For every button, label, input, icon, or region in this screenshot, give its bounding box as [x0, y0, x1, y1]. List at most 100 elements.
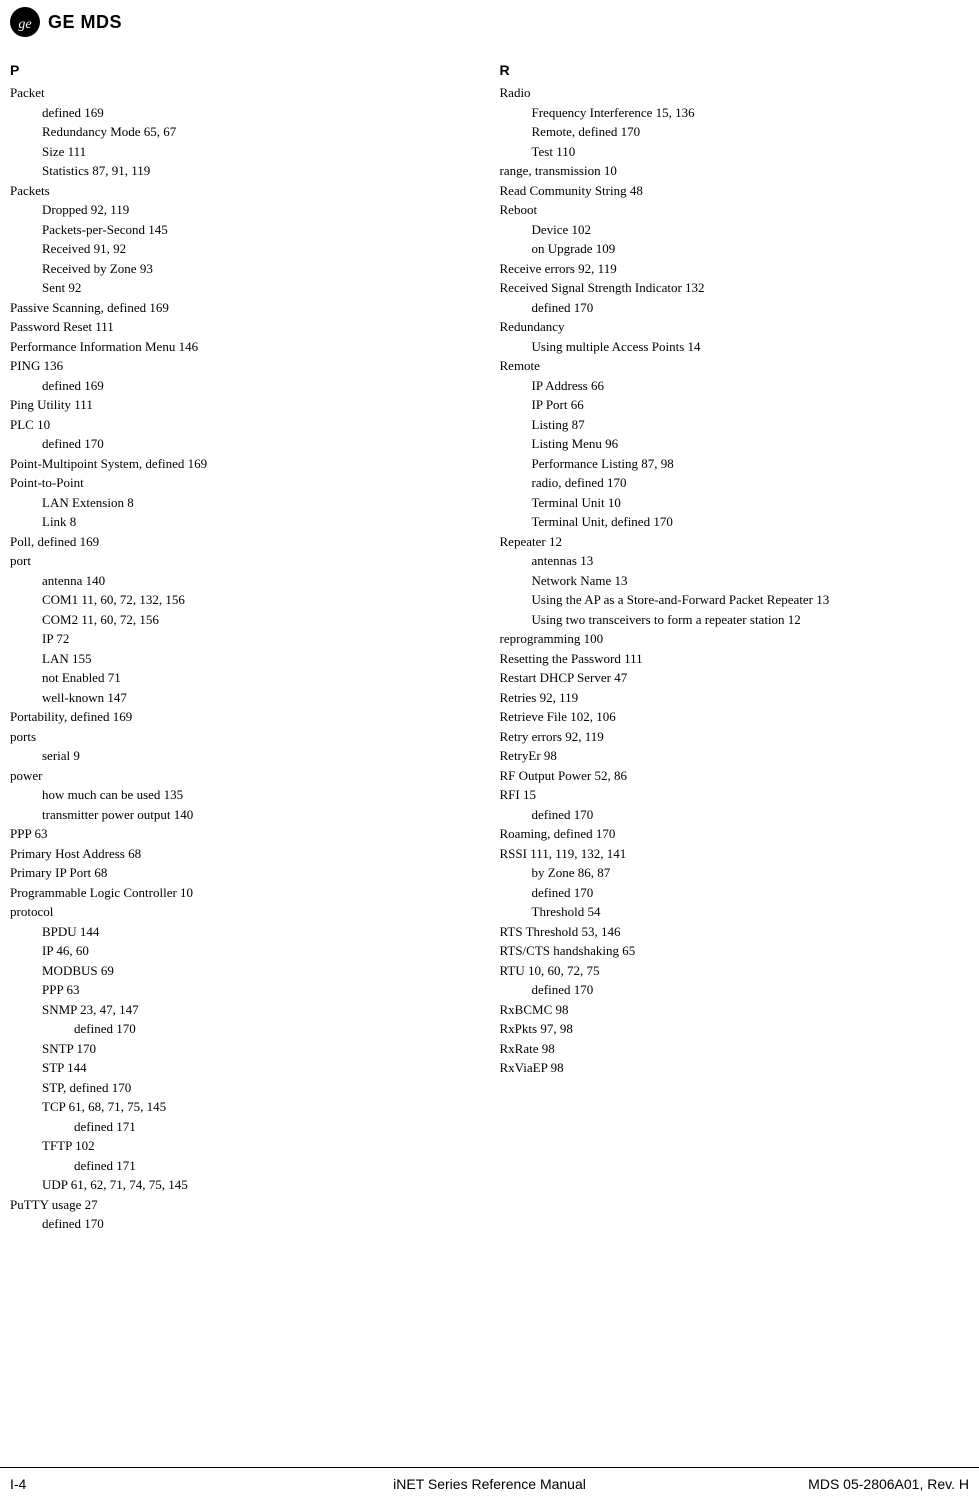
index-entry: COM2 11, 60, 72, 156 [10, 610, 480, 630]
index-entry: Password Reset 111 [10, 317, 480, 337]
index-entry: Device 102 [500, 220, 970, 240]
index-entry: Received 91, 92 [10, 239, 480, 259]
index-entry: Programmable Logic Controller 10 [10, 883, 480, 903]
index-entry: LAN 155 [10, 649, 480, 669]
index-entry: reprogramming 100 [500, 629, 970, 649]
section-letter-r: R [500, 60, 970, 81]
index-entry: PLC 10 [10, 415, 480, 435]
index-entry: PuTTY usage 27 [10, 1195, 480, 1215]
index-entry: on Upgrade 109 [500, 239, 970, 259]
index-entry: protocol [10, 902, 480, 922]
ge-logo-icon: ge [10, 7, 40, 37]
index-entry: Poll, defined 169 [10, 532, 480, 552]
index-entry: Terminal Unit, defined 170 [500, 512, 970, 532]
index-entry: RetryEr 98 [500, 746, 970, 766]
index-entry: RF Output Power 52, 86 [500, 766, 970, 786]
index-entry: LAN Extension 8 [10, 493, 480, 513]
index-entry: Receive errors 92, 119 [500, 259, 970, 279]
index-column-left: P Packetdefined 169Redundancy Mode 65, 6… [10, 60, 500, 1234]
index-entry: SNTP 170 [10, 1039, 480, 1059]
index-entry: Size 111 [10, 142, 480, 162]
index-entry: Portability, defined 169 [10, 707, 480, 727]
index-entry: RxViaEP 98 [500, 1058, 970, 1078]
index-entry: Remote [500, 356, 970, 376]
page-footer: I-4 iNET Series Reference Manual MDS 05-… [0, 1467, 979, 1495]
index-entry: Ping Utility 111 [10, 395, 480, 415]
index-entry: how much can be used 135 [10, 785, 480, 805]
index-entry: RFI 15 [500, 785, 970, 805]
index-entry: Using two transceivers to form a repeate… [500, 610, 970, 630]
index-entry: RxRate 98 [500, 1039, 970, 1059]
index-entry: Network Name 13 [500, 571, 970, 591]
index-entry: Dropped 92, 119 [10, 200, 480, 220]
index-entry: IP 46, 60 [10, 941, 480, 961]
index-entry: Statistics 87, 91, 119 [10, 161, 480, 181]
index-entry: Performance Listing 87, 98 [500, 454, 970, 474]
index-entry: Repeater 12 [500, 532, 970, 552]
svg-text:ge: ge [18, 17, 31, 32]
index-entry: STP 144 [10, 1058, 480, 1078]
index-entry: not Enabled 71 [10, 668, 480, 688]
index-entry: Point-Multipoint System, defined 169 [10, 454, 480, 474]
index-entry: antennas 13 [500, 551, 970, 571]
index-entry: RSSI 111, 119, 132, 141 [500, 844, 970, 864]
index-entry: defined 169 [10, 103, 480, 123]
index-entry: by Zone 86, 87 [500, 863, 970, 883]
index-entry: radio, defined 170 [500, 473, 970, 493]
index-entry: PING 136 [10, 356, 480, 376]
index-entry: defined 170 [500, 980, 970, 1000]
index-entry: defined 171 [10, 1156, 480, 1176]
index-entry: RTS/CTS handshaking 65 [500, 941, 970, 961]
index-entry: Performance Information Menu 146 [10, 337, 480, 357]
index-entry: ports [10, 727, 480, 747]
index-entry: RTU 10, 60, 72, 75 [500, 961, 970, 981]
index-entry: BPDU 144 [10, 922, 480, 942]
index-entry: STP, defined 170 [10, 1078, 480, 1098]
index-entry: Packets-per-Second 145 [10, 220, 480, 240]
index-entry: Redundancy [500, 317, 970, 337]
index-entry: PPP 63 [10, 980, 480, 1000]
footer-page-number: I-4 [10, 1474, 26, 1495]
index-entry: defined 170 [10, 1214, 480, 1234]
index-entry: defined 170 [10, 1019, 480, 1039]
index-entries-left: Packetdefined 169Redundancy Mode 65, 67S… [10, 83, 480, 1234]
index-entry: Read Community String 48 [500, 181, 970, 201]
index-entry: Listing Menu 96 [500, 434, 970, 454]
page-header: ge GE MDS [0, 0, 979, 40]
index-entry: Packets [10, 181, 480, 201]
index-entry: Using multiple Access Points 14 [500, 337, 970, 357]
index-entry: RTS Threshold 53, 146 [500, 922, 970, 942]
index-entry: RxBCMC 98 [500, 1000, 970, 1020]
index-entry: TCP 61, 68, 71, 75, 145 [10, 1097, 480, 1117]
index-entry: Test 110 [500, 142, 970, 162]
index-entry: well-known 147 [10, 688, 480, 708]
section-letter-p: P [10, 60, 480, 81]
index-entry: defined 170 [500, 883, 970, 903]
index-entry: RxPkts 97, 98 [500, 1019, 970, 1039]
index-entry: serial 9 [10, 746, 480, 766]
index-entry: Frequency Interference 15, 136 [500, 103, 970, 123]
index-entry: MODBUS 69 [10, 961, 480, 981]
index-entry: Retries 92, 119 [500, 688, 970, 708]
footer-revision: MDS 05-2806A01, Rev. H [808, 1474, 969, 1495]
index-entry: Threshold 54 [500, 902, 970, 922]
index-entry: defined 170 [500, 805, 970, 825]
index-entry: Received Signal Strength Indicator 132 [500, 278, 970, 298]
index-entry: IP Port 66 [500, 395, 970, 415]
brand-name: GE MDS [48, 9, 122, 36]
index-entry: Retrieve File 102, 106 [500, 707, 970, 727]
index-entry: Radio [500, 83, 970, 103]
index-entry: power [10, 766, 480, 786]
index-entry: IP Address 66 [500, 376, 970, 396]
index-entry: defined 171 [10, 1117, 480, 1137]
index-entry: Packet [10, 83, 480, 103]
index-entry: Listing 87 [500, 415, 970, 435]
index-column-right: R RadioFrequency Interference 15, 136 Rem… [500, 60, 970, 1234]
index-entry: SNMP 23, 47, 147 [10, 1000, 480, 1020]
index-entry: transmitter power output 140 [10, 805, 480, 825]
index-entry: defined 169 [10, 376, 480, 396]
index-entry: Roaming, defined 170 [500, 824, 970, 844]
index-entry: Reboot [500, 200, 970, 220]
index-entry: COM1 11, 60, 72, 132, 156 [10, 590, 480, 610]
index-entry: port [10, 551, 480, 571]
